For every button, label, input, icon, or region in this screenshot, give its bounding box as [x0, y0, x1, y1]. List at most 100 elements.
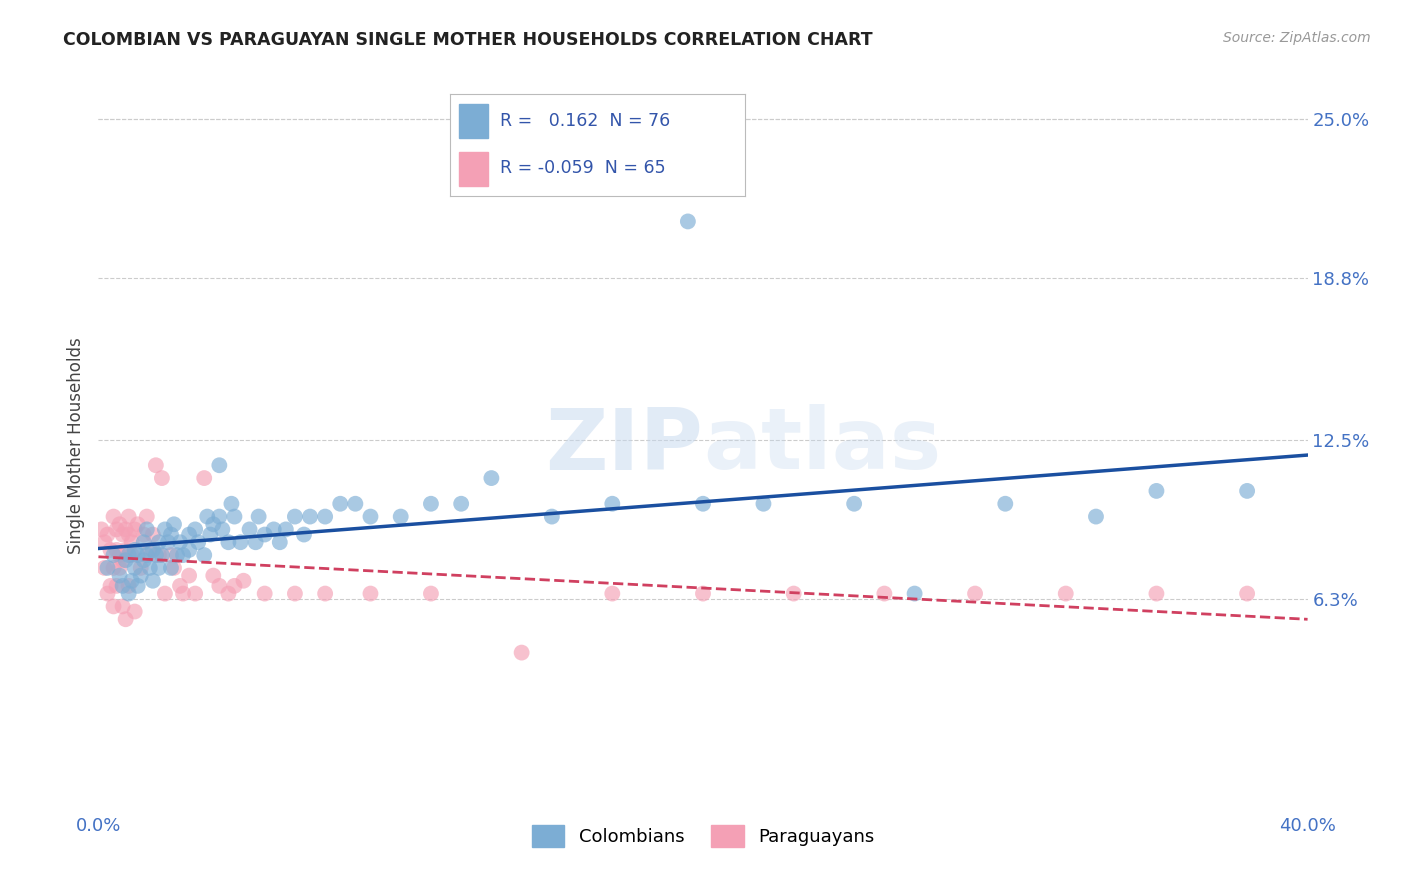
Point: [118, 586, 141, 600]
Point: [160, 527, 183, 541]
Point: [114, 543, 136, 558]
Point: [187, 535, 209, 549]
Point: [105, 543, 128, 558]
Point: [118, 548, 141, 562]
Point: [135, 548, 157, 562]
Point: [124, 543, 146, 558]
Point: [1054, 586, 1077, 600]
Point: [129, 568, 152, 582]
Point: [208, 458, 231, 473]
Legend: Colombians, Paraguayans: Colombians, Paraguayans: [524, 817, 882, 854]
Point: [292, 527, 315, 541]
Point: [510, 646, 533, 660]
Point: [450, 497, 472, 511]
Point: [93, 535, 115, 549]
Text: R =   0.162  N = 76: R = 0.162 N = 76: [501, 112, 671, 130]
Point: [284, 509, 307, 524]
Point: [111, 599, 134, 614]
Point: [108, 548, 131, 562]
Point: [263, 523, 285, 537]
Point: [111, 553, 134, 567]
Point: [202, 568, 225, 582]
Point: [540, 509, 562, 524]
Point: [1144, 586, 1167, 600]
Point: [994, 497, 1017, 511]
Point: [135, 509, 157, 524]
Point: [108, 517, 131, 532]
Point: [121, 548, 143, 562]
Point: [160, 561, 183, 575]
Point: [239, 523, 262, 537]
Point: [211, 523, 233, 537]
Point: [166, 548, 188, 562]
Point: [142, 527, 165, 541]
Point: [124, 605, 146, 619]
Point: [692, 497, 714, 511]
Point: [284, 586, 307, 600]
Point: [420, 497, 443, 511]
Point: [172, 548, 194, 562]
Point: [121, 574, 143, 588]
Point: [193, 471, 215, 485]
Point: [783, 586, 806, 600]
Point: [103, 509, 125, 524]
Point: [253, 586, 276, 600]
Y-axis label: Single Mother Households: Single Mother Households: [66, 338, 84, 554]
Point: [420, 586, 443, 600]
Point: [844, 497, 866, 511]
Point: [127, 548, 149, 562]
Point: [193, 548, 215, 562]
Bar: [458, 153, 488, 186]
Point: [163, 517, 186, 532]
Point: [873, 586, 896, 600]
Point: [1144, 483, 1167, 498]
Point: [127, 517, 149, 532]
Point: [224, 509, 246, 524]
Text: R = -0.059  N = 65: R = -0.059 N = 65: [501, 159, 665, 177]
Point: [208, 509, 231, 524]
Point: [150, 471, 173, 485]
Point: [124, 561, 146, 575]
Point: [247, 509, 270, 524]
Point: [132, 535, 155, 549]
Point: [142, 543, 165, 558]
Point: [103, 561, 125, 575]
Text: ZIP: ZIP: [546, 404, 703, 488]
Point: [139, 561, 162, 575]
Point: [118, 579, 141, 593]
Point: [269, 535, 291, 549]
Point: [114, 523, 136, 537]
Point: [132, 553, 155, 567]
Point: [111, 579, 134, 593]
Point: [153, 523, 176, 537]
Point: [118, 527, 141, 541]
Point: [90, 523, 112, 537]
Point: [150, 548, 173, 562]
Point: [1236, 586, 1258, 600]
Point: [105, 523, 128, 537]
Point: [96, 561, 118, 575]
Point: [360, 586, 382, 600]
Point: [100, 579, 122, 593]
Point: [127, 579, 149, 593]
Point: [111, 527, 134, 541]
Point: [96, 586, 118, 600]
Point: [145, 458, 167, 473]
Point: [195, 509, 218, 524]
Bar: [458, 104, 488, 137]
Point: [208, 579, 231, 593]
Point: [169, 535, 191, 549]
Point: [118, 509, 141, 524]
Point: [103, 599, 125, 614]
Point: [692, 586, 714, 600]
Point: [100, 543, 122, 558]
Point: [142, 574, 165, 588]
Text: Source: ZipAtlas.com: Source: ZipAtlas.com: [1223, 31, 1371, 45]
Point: [156, 535, 179, 549]
Point: [114, 553, 136, 567]
Point: [148, 548, 170, 562]
Point: [148, 535, 170, 549]
Point: [124, 523, 146, 537]
Point: [139, 543, 162, 558]
Point: [184, 586, 207, 600]
